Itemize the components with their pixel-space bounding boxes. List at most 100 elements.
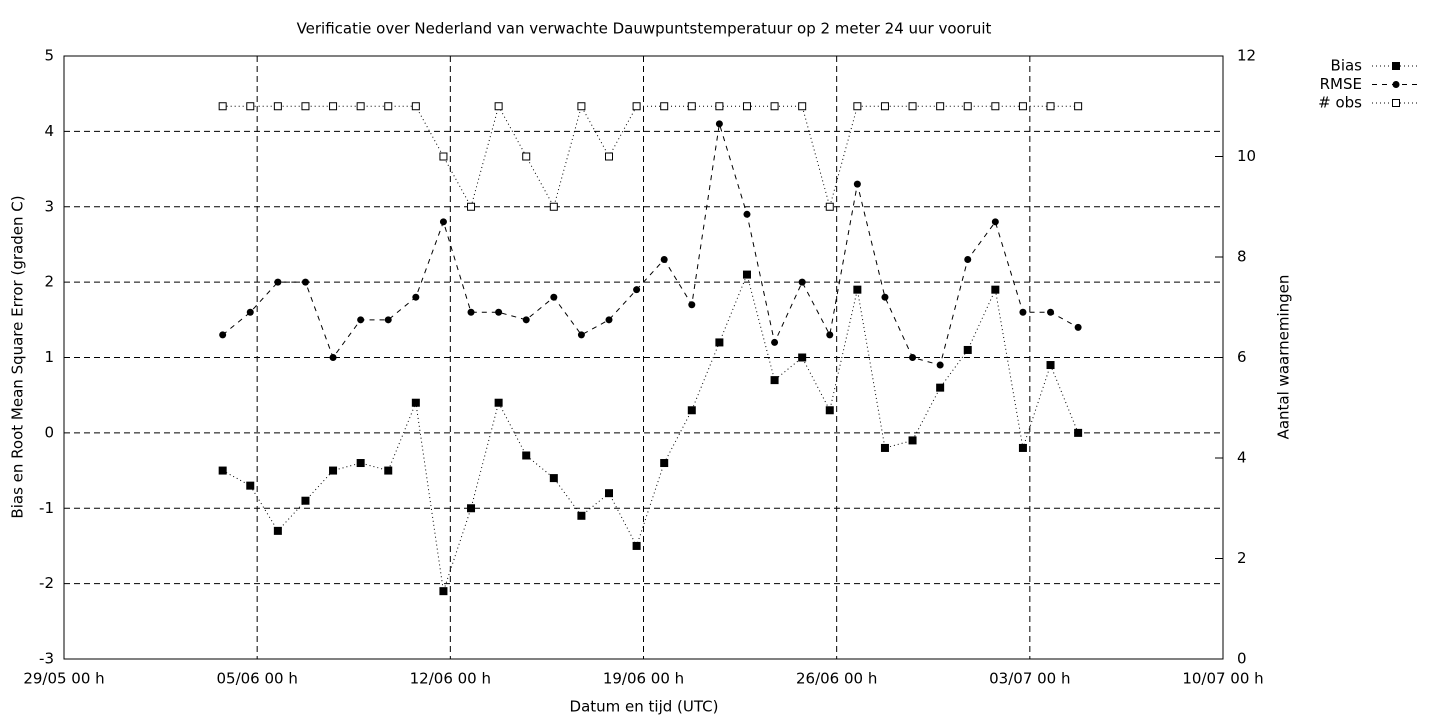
data-point (356, 102, 365, 111)
data-point (1074, 428, 1083, 437)
data-point (798, 278, 806, 286)
data-point (494, 102, 503, 111)
data-point (853, 285, 862, 294)
x-tick-label: 26/06 00 h (796, 670, 877, 688)
data-point (742, 102, 751, 111)
data-point (770, 376, 779, 385)
data-point (522, 316, 530, 324)
data-point (909, 354, 917, 361)
x-tick-label: 10/07 00 h (1182, 670, 1263, 688)
data-point (991, 285, 1000, 294)
y2-tick-label: 6 (1237, 348, 1247, 366)
data-point (522, 152, 531, 161)
data-point (218, 102, 227, 111)
legend-label: Bias (1331, 57, 1363, 75)
data-point (964, 256, 972, 264)
y-tick-label: -1 (39, 499, 54, 517)
data-point (632, 102, 641, 111)
data-point (825, 202, 834, 211)
data-point (301, 278, 309, 286)
data-point (963, 102, 972, 111)
x-axis-label: Datum en tijd (UTC) (570, 698, 719, 716)
data-point (274, 278, 282, 286)
legend-marker (1392, 81, 1400, 88)
data-point (826, 331, 834, 339)
y2-tick-label: 10 (1237, 147, 1256, 165)
data-point (467, 202, 476, 211)
data-point (687, 406, 696, 415)
data-point (439, 152, 448, 161)
series-line (222, 273, 1079, 592)
data-point (660, 256, 668, 264)
data-point (963, 345, 972, 354)
data-point (936, 383, 945, 392)
data-point (1074, 102, 1083, 111)
y-tick-label: 5 (44, 47, 54, 65)
data-point (771, 338, 779, 346)
data-point (1046, 361, 1055, 370)
data-point (577, 102, 586, 111)
data-point (908, 436, 917, 445)
data-point (550, 293, 558, 301)
y-tick-label: -2 (39, 574, 54, 592)
x-tick-label: 19/06 00 h (603, 670, 684, 688)
data-point (439, 587, 448, 596)
data-point (881, 293, 889, 301)
y-tick-label: 0 (44, 423, 54, 441)
data-point (273, 526, 282, 535)
data-point (301, 496, 310, 505)
y-tick-label: 3 (44, 197, 54, 215)
data-point (1019, 308, 1027, 316)
data-point (384, 316, 392, 324)
data-point (715, 120, 723, 128)
y2-tick-label: 8 (1237, 248, 1247, 266)
data-point (329, 466, 338, 475)
legend-label: RMSE (1320, 75, 1362, 93)
legend-marker (1392, 99, 1400, 107)
data-point (715, 102, 724, 111)
data-point (439, 218, 447, 226)
data-point (329, 354, 337, 361)
data-point (356, 459, 365, 468)
x-tick-label: 12/06 00 h (410, 670, 491, 688)
data-point (218, 466, 227, 475)
data-point (549, 474, 558, 483)
data-point (549, 202, 558, 211)
data-point (467, 308, 475, 316)
data-point (991, 102, 1000, 111)
y2-tick-label: 2 (1237, 549, 1247, 567)
x-tick-label: 03/07 00 h (989, 670, 1070, 688)
data-point (219, 331, 227, 339)
data-point (495, 308, 503, 316)
data-point (329, 102, 338, 111)
data-point (605, 316, 613, 324)
data-point (825, 406, 834, 415)
data-point (632, 541, 641, 550)
data-point (605, 152, 614, 161)
data-point (853, 102, 862, 111)
data-point (936, 361, 944, 369)
legend-label: # obs (1318, 94, 1362, 112)
data-point (384, 466, 393, 475)
data-point (412, 293, 420, 301)
y2-tick-label: 12 (1237, 47, 1256, 65)
data-point (687, 102, 696, 111)
chart-title: Verificatie over Nederland van verwachte… (297, 20, 992, 38)
data-point (1046, 102, 1055, 111)
data-point (742, 270, 751, 279)
data-point (577, 511, 586, 520)
data-point (411, 102, 420, 111)
series-line (222, 123, 1079, 366)
y-tick-label: 4 (44, 122, 54, 140)
data-point (246, 481, 255, 490)
data-point (301, 102, 310, 111)
data-point (743, 210, 751, 218)
data-point (467, 504, 476, 513)
y2-axis-label: Aantal waarnemingen (1275, 275, 1293, 440)
data-point (880, 443, 889, 452)
x-tick-label: 29/05 00 h (23, 670, 104, 688)
data-point (660, 102, 669, 111)
y-tick-label: 1 (44, 348, 54, 366)
